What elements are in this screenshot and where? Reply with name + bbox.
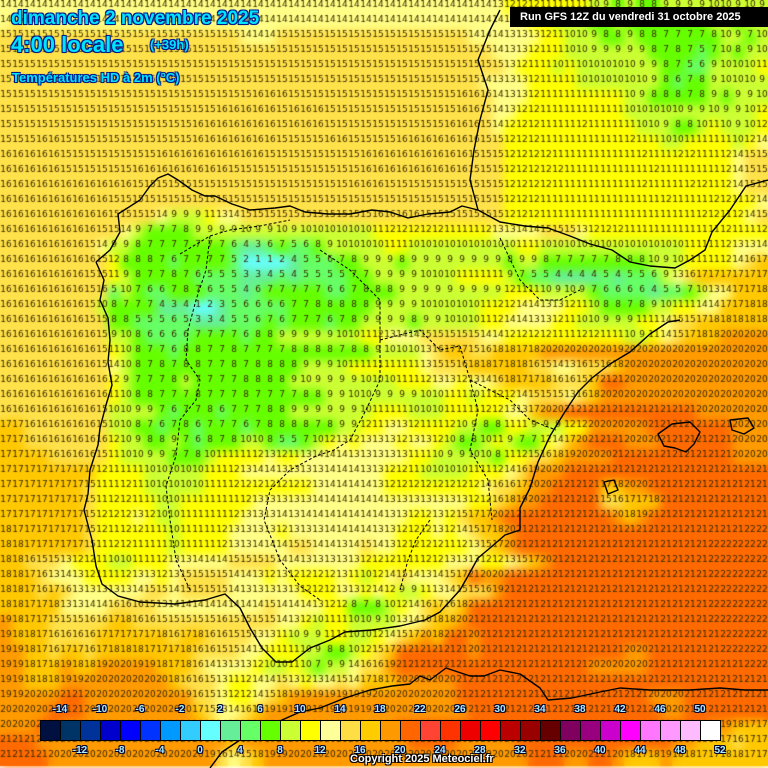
legend-label-top: 14	[334, 704, 346, 715]
legend-label-bottom: 52	[714, 745, 726, 756]
legend-label-top: 30	[494, 704, 506, 715]
legend-swatch	[41, 721, 61, 740]
legend-swatch	[81, 721, 101, 740]
legend-swatch	[661, 721, 681, 740]
legend-swatch	[701, 721, 720, 740]
legend-swatch	[141, 721, 161, 740]
legend-swatch	[681, 721, 701, 740]
legend-swatch	[401, 721, 421, 740]
legend-label-top: -6	[135, 704, 145, 715]
legend-swatch	[201, 721, 221, 740]
legend-label-bottom: 40	[594, 745, 606, 756]
legend-label-top: 42	[614, 704, 626, 715]
legend-swatch	[481, 721, 501, 740]
legend-label-bottom: 20	[394, 745, 406, 756]
legend-swatch	[181, 721, 201, 740]
legend-label-top: 26	[454, 704, 466, 715]
model-run-info: Run GFS 12Z du vendredi 31 octobre 2025	[510, 7, 768, 27]
legend-label-bottom: 32	[514, 745, 526, 756]
legend-swatch	[361, 721, 381, 740]
legend-label-bottom: 28	[474, 745, 486, 756]
lead-time: (+39h)	[150, 37, 189, 52]
legend-label-bottom: 44	[634, 745, 646, 756]
legend-label-top: -2	[175, 704, 185, 715]
legend-label-top: 38	[574, 704, 586, 715]
legend-swatch	[241, 721, 261, 740]
legend-label-top: -14	[52, 704, 68, 715]
legend-swatch	[101, 721, 121, 740]
legend-label-bottom: 0	[197, 745, 203, 756]
legend-label-top: 6	[257, 704, 263, 715]
legend-label-top: 10	[294, 704, 306, 715]
legend-label-bottom: 48	[674, 745, 686, 756]
legend-swatch	[521, 721, 541, 740]
legend-swatch	[441, 721, 461, 740]
legend-label-bottom: -4	[155, 745, 165, 756]
legend-swatch	[381, 721, 401, 740]
legend-label-bottom: 8	[277, 745, 283, 756]
forecast-local-time: 4:00 locale	[11, 32, 124, 57]
legend-label-bottom: 16	[354, 745, 366, 756]
legend-label-top: 46	[654, 704, 666, 715]
legend-swatch	[341, 721, 361, 740]
legend-label-top: 2	[217, 704, 223, 715]
legend-swatch	[61, 721, 81, 740]
legend-label-top: 18	[374, 704, 386, 715]
legend-swatch	[261, 721, 281, 740]
legend-swatch	[321, 721, 341, 740]
legend-label-bottom: 4	[237, 745, 243, 756]
legend-swatch	[421, 721, 441, 740]
legend-swatch	[601, 721, 621, 740]
legend-swatch	[281, 721, 301, 740]
legend-swatch	[621, 721, 641, 740]
copyright: Copyright 2025 Meteociel.fr	[350, 753, 494, 765]
legend-swatch	[161, 721, 181, 740]
legend-label-bottom: -12	[72, 745, 88, 756]
legend-label-top: 22	[414, 704, 426, 715]
legend-swatch	[641, 721, 661, 740]
legend-label-top: -10	[92, 704, 108, 715]
legend-swatch	[121, 721, 141, 740]
legend-swatch	[561, 721, 581, 740]
color-scale-legend	[40, 720, 721, 741]
legend-swatch	[301, 721, 321, 740]
legend-label-bottom: 36	[554, 745, 566, 756]
legend-label-top: 34	[534, 704, 546, 715]
legend-swatch	[221, 721, 241, 740]
legend-swatch	[501, 721, 521, 740]
legend-label-bottom: 24	[434, 745, 446, 756]
forecast-date: dimanche 2 novembre 2025	[11, 8, 260, 29]
legend-label-bottom: 12	[314, 745, 326, 756]
legend-swatch	[581, 721, 601, 740]
legend-swatch	[461, 721, 481, 740]
legend-label-top: 50	[694, 704, 706, 715]
variable-title: Températures HD à 2m (°C)	[12, 70, 180, 85]
legend-swatch	[541, 721, 561, 740]
legend-label-bottom: -8	[115, 745, 125, 756]
